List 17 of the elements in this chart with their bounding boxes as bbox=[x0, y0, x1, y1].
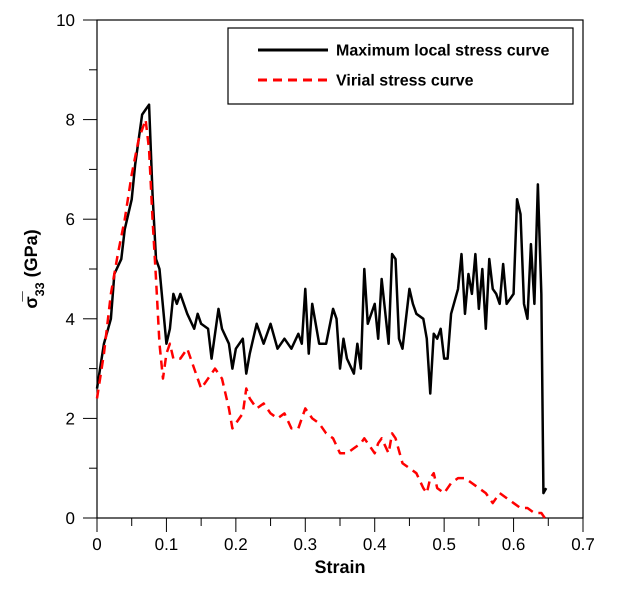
x-tick-label: 0.1 bbox=[154, 535, 178, 554]
x-axis-title: Strain bbox=[314, 557, 366, 577]
x-tick-label: 0.6 bbox=[502, 535, 526, 554]
x-tick-label: 0.2 bbox=[224, 535, 248, 554]
y-tick-label: 6 bbox=[66, 210, 75, 230]
x-tick-label: 0.4 bbox=[362, 535, 387, 554]
x-tick-label: 0.7 bbox=[571, 535, 595, 554]
y-tick-label: 10 bbox=[56, 10, 75, 30]
y-tick-label: 2 bbox=[66, 409, 75, 428]
x-tick-label: 0.3 bbox=[293, 535, 318, 554]
y-tick-label: 8 bbox=[66, 110, 75, 130]
y-tick-label: 4 bbox=[66, 310, 75, 329]
legend-label: Maximum local stress curve bbox=[336, 42, 550, 60]
y-tick-label: 0 bbox=[66, 508, 75, 528]
x-tick-label: 0.5 bbox=[432, 535, 456, 554]
legend-label: Virial stress curve bbox=[336, 72, 474, 90]
x-tick-label: 0 bbox=[92, 535, 102, 554]
